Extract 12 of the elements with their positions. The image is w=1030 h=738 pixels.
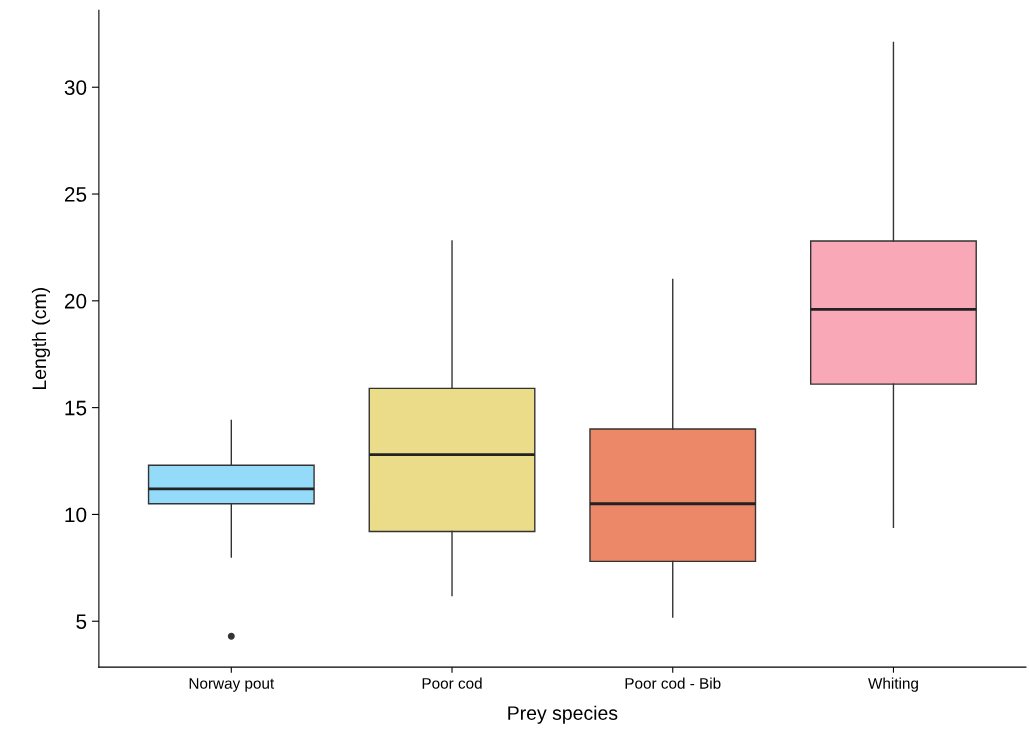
- x-tick-label: Whiting: [868, 677, 918, 692]
- y-tick-label: 25: [64, 187, 87, 202]
- x-tick-label: Norway pout: [189, 678, 275, 692]
- y-tick-label: 15: [65, 400, 87, 416]
- x-tick-label: Poor cod - Bib: [625, 677, 721, 689]
- y-tick-label: 10: [65, 507, 87, 523]
- x-axis-title: Prey species: [508, 705, 618, 724]
- y-tick-label: 5: [76, 614, 87, 629]
- x-tick-label: Poor cod: [422, 677, 482, 689]
- y-tick-label: 20: [64, 293, 87, 309]
- y-axis-title: Length (cm): [31, 288, 51, 390]
- y-tick-label: 30: [64, 80, 87, 95]
